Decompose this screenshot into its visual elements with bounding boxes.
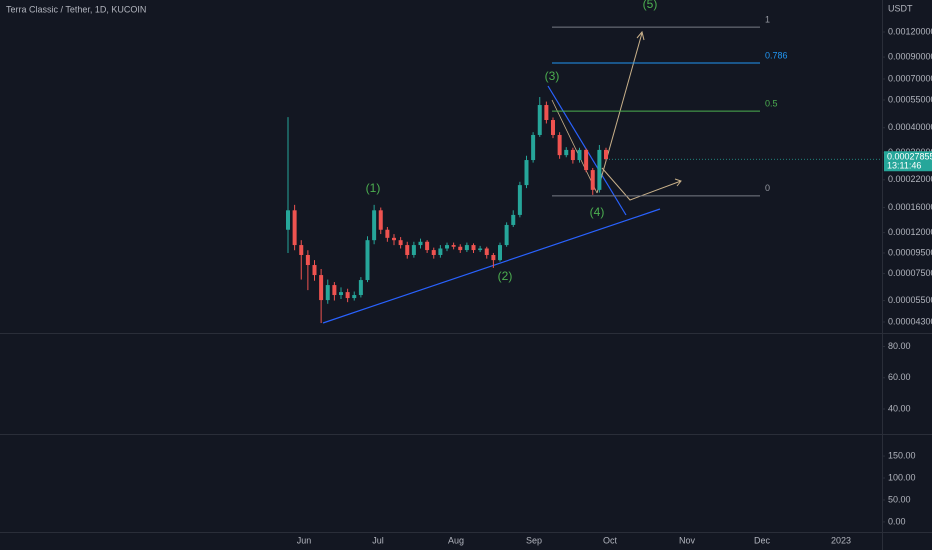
candle-body [511,214,516,225]
y-tick-label: 0.00007500 [888,268,932,278]
arrow-head [636,30,645,41]
last-price-tag [884,151,932,172]
y-tick-label: 40.00 [888,403,911,413]
candle-body [425,241,430,251]
candle-body [365,240,370,281]
y-tick-label: 0.00 [888,516,906,526]
x-tick-label: Oct [603,535,618,545]
candle-body [524,160,529,186]
x-tick-label: 2023 [831,535,851,545]
y-tick-label: 0.00012000 [888,227,932,237]
y-tick-label: 0.00120000 [888,26,932,36]
projection-arrow [596,32,643,194]
candle-body [604,149,608,160]
candle-body [319,275,324,301]
candle-body [286,210,290,230]
currency-label: USDT [888,3,913,13]
chart-title: Terra Classic / Tether, 1D, KUCOIN [6,4,146,14]
wave-label: (5) [643,0,658,11]
candle-body [458,246,463,251]
candle-body [398,240,403,246]
candle-body [385,229,390,238]
wave-line [551,99,598,194]
x-tick-label: Sep [526,535,542,545]
candle-body [498,245,502,261]
candle-body [537,105,542,135]
candle-body [557,134,562,156]
candle-body [517,185,522,215]
candle-body [577,149,582,161]
arrow-head [674,178,682,187]
y-tick-label: 0.00016000 [888,202,932,212]
candle-body [471,245,476,251]
x-tick-label: Jul [372,535,384,545]
candle-body [438,248,443,255]
candle-body [339,292,343,296]
candle-body [292,210,297,246]
candle-body [570,149,575,161]
y-tick-label: 0.00022000 [888,174,932,184]
candle-body [464,245,469,251]
candle-body [504,224,509,246]
fib-level-label: 0 [765,183,770,193]
candle-body [590,170,595,190]
candle-body [584,149,589,171]
candle-body [312,265,317,276]
y-tick-label: 0.00040000 [888,122,932,132]
wave-label: (4) [590,205,605,219]
candle-body [564,149,569,156]
wave-label: (1) [366,181,381,195]
x-tick-label: Aug [448,535,464,545]
x-tick-label: Jun [297,535,312,545]
candle-body [305,254,310,266]
last-price-label: 0.00027855 [887,152,932,162]
candle-body [431,250,436,255]
candle-body [378,210,383,230]
fib-level-label: 1 [765,14,770,24]
y-tick-label: 0.00055000 [888,94,932,104]
candle-body [531,134,536,161]
wave-label: (3) [545,69,560,83]
candle-body [484,248,489,255]
candle-body [411,245,416,255]
fib-level-label: 0.786 [765,50,788,60]
y-tick-label: 50.00 [888,494,911,504]
candle-body [299,245,304,255]
y-tick-label: 80.00 [888,341,911,351]
y-tick-label: 60.00 [888,372,911,382]
candle-body [551,120,555,135]
candle-body [325,285,330,301]
projection-arrow [601,167,682,201]
y-tick-label: 0.00090000 [888,51,932,61]
candle-body [332,285,337,296]
y-tick-label: 0.00070000 [888,73,932,83]
y-tick-label: 0.00009500 [888,247,932,257]
y-tick-label: 150.00 [888,450,916,460]
candle-body [597,149,602,190]
candle-body [352,295,357,299]
countdown-label: 13:11:46 [887,161,921,171]
candle-body [445,245,449,249]
candle-body [405,245,410,255]
fib-level-label: 0.5 [765,98,778,108]
y-tick-label: 0.00004300 [888,316,932,326]
candle-body [345,292,350,299]
candle-body [491,254,496,261]
y-tick-label: 0.00005500 [888,295,932,305]
x-tick-label: Dec [754,535,771,545]
candle-body [478,248,483,251]
candle-body [372,210,377,241]
candle-body [451,245,456,247]
x-tick-label: Nov [679,535,696,545]
wave-label: (2) [498,269,513,283]
y-tick-label: 100.00 [888,472,916,482]
candle-body [392,237,396,241]
trend-line [322,208,661,324]
candle-body [418,241,423,246]
candle-body [358,280,363,296]
candle-body [544,105,549,121]
